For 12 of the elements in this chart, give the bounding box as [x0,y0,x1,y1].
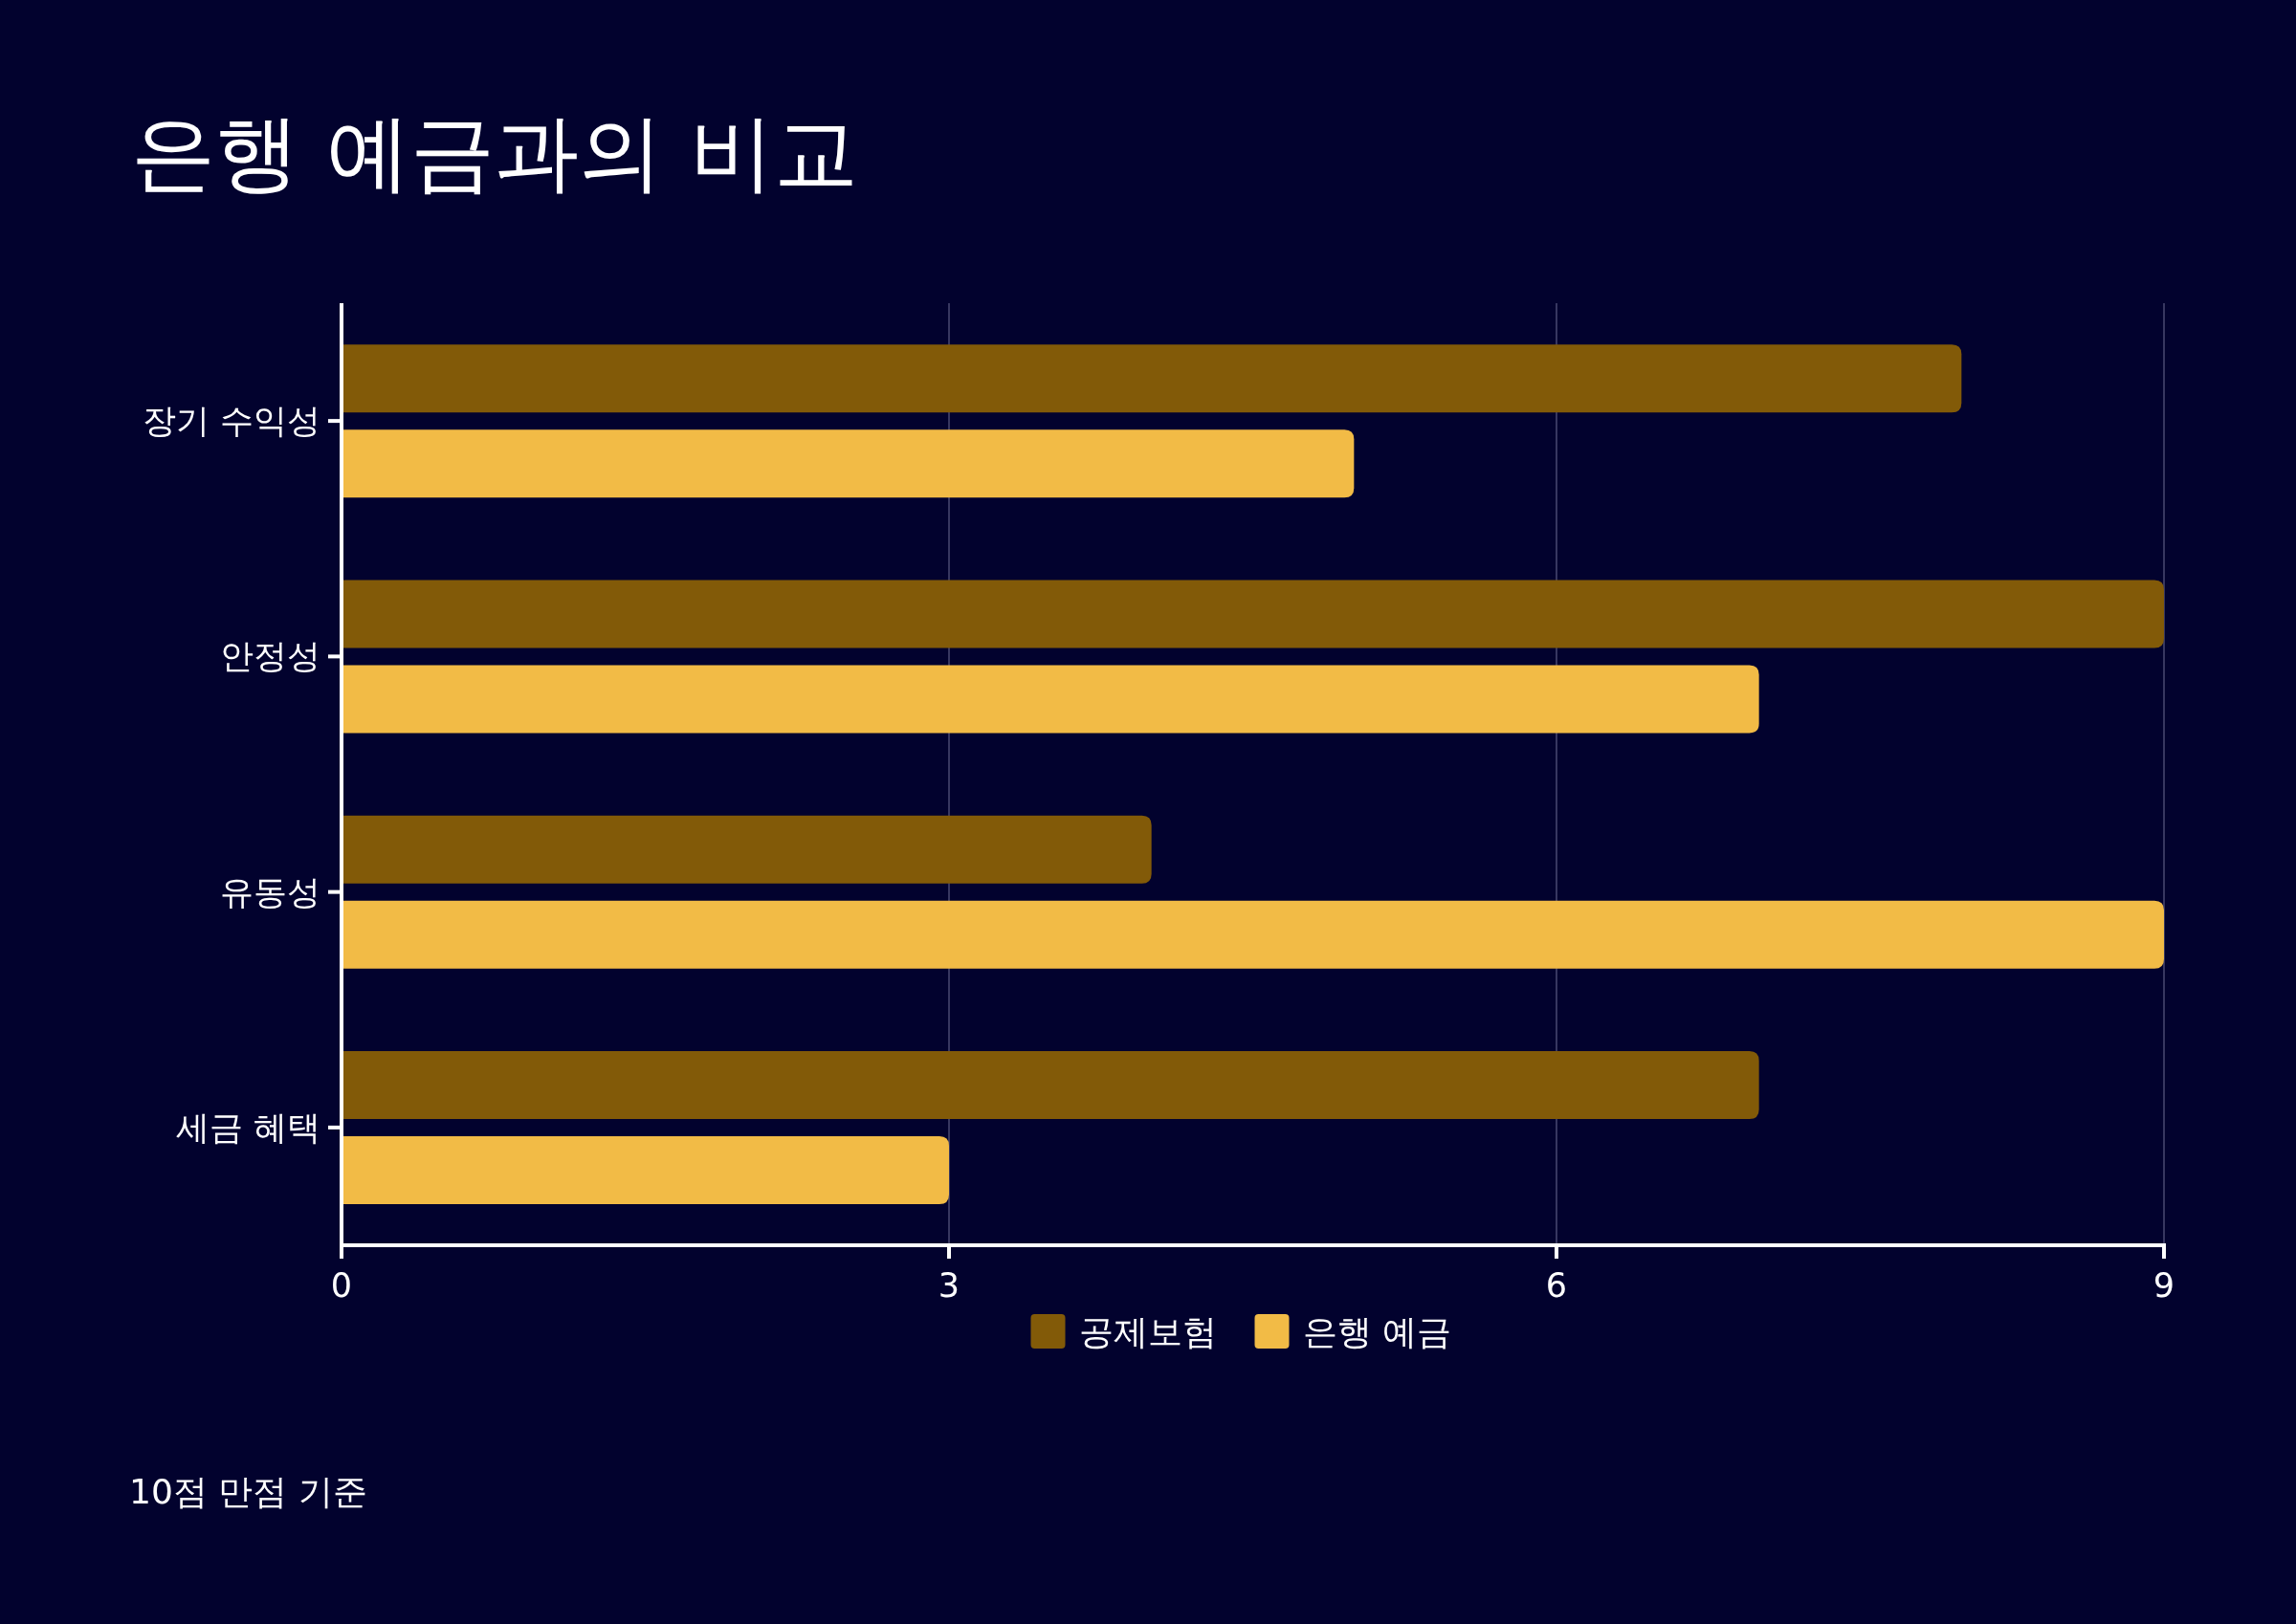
y-tick-label: 세금 혜택 [175,1108,320,1147]
legend-label: 은행 예금 [1302,1312,1451,1351]
y-tick-label: 안정성 [220,637,320,676]
x-tick-label: 9 [2152,1266,2175,1305]
legend-label: 공제보험 [1078,1312,1217,1351]
x-tick-label: 0 [330,1266,353,1305]
y-tick-label: 유동성 [220,872,320,911]
chart-title: 은행 예금과의 비교 [131,103,858,202]
y-tick-label: 장기 수익성 [142,402,320,441]
x-tick-label: 3 [938,1266,960,1305]
text: 10점 만점 기준 [129,1472,367,1511]
x-tick-label: 6 [1545,1266,1568,1305]
